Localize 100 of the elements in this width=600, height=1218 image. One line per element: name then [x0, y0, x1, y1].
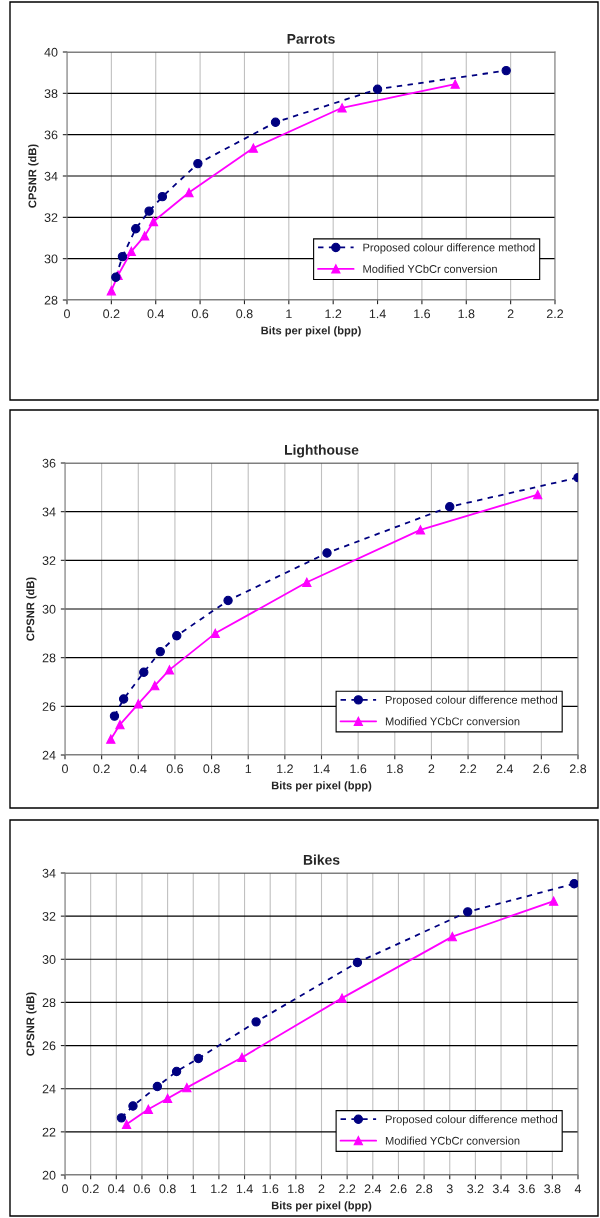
- x-tick-label: 0: [64, 309, 70, 319]
- x-tick-label: 0.8: [203, 764, 220, 774]
- legend-label: Modified YCbCr conversion: [385, 1136, 520, 1145]
- x-tick-label: 0.6: [133, 1184, 151, 1194]
- point: [128, 1101, 138, 1111]
- point: [182, 1082, 192, 1093]
- point: [171, 1066, 182, 1077]
- y-tick-label: 26: [42, 1041, 56, 1051]
- x-tick-label: 2.2: [339, 1184, 356, 1194]
- y-tick-label: 34: [42, 868, 56, 878]
- y-tick-label: 36: [44, 130, 58, 140]
- point: [463, 907, 473, 917]
- x-tick-label: 3.2: [467, 1184, 484, 1194]
- point: [152, 1081, 163, 1092]
- x-tick-label: 2.6: [533, 764, 550, 774]
- point: [337, 993, 347, 1003]
- point: [352, 957, 363, 968]
- legend-label: Modified YCbCr conversion: [385, 717, 520, 726]
- x-tick-label: 3.4: [492, 1184, 510, 1194]
- x-tick-label: 2: [428, 764, 435, 774]
- point: [415, 525, 426, 535]
- x-tick-label: 2.4: [364, 1184, 382, 1194]
- y-tick-label: 32: [42, 556, 56, 565]
- point: [210, 628, 220, 639]
- y-tick-label: 28: [44, 295, 58, 305]
- x-tick-label: 1: [245, 764, 252, 774]
- y-tick-label: 24: [42, 750, 56, 760]
- point: [126, 246, 137, 257]
- point: [223, 595, 233, 606]
- x-tick-label: 1.2: [211, 1184, 227, 1194]
- y-tick-label: 38: [44, 89, 58, 98]
- x-tick-label: 2.4: [496, 764, 514, 774]
- y-tick-label: 20: [42, 1170, 56, 1180]
- point: [148, 216, 159, 227]
- x-tick-label: 0.4: [147, 309, 165, 319]
- point: [162, 1093, 173, 1104]
- point: [144, 206, 154, 216]
- x-tick-label: 0.8: [236, 309, 253, 319]
- point: [569, 879, 578, 889]
- x-tick-label: 0.2: [93, 764, 110, 774]
- x-tick-label: 0.2: [103, 309, 120, 319]
- point: [157, 191, 168, 202]
- point: [155, 646, 165, 657]
- point: [121, 1119, 132, 1129]
- y-tick-label: 40: [44, 47, 58, 57]
- x-tick-label: 1.6: [262, 1184, 279, 1194]
- point: [115, 719, 125, 730]
- point: [139, 667, 149, 677]
- x-tick-label: 2.2: [546, 309, 564, 319]
- x-tick-label: 1.4: [313, 764, 330, 774]
- y-tick-label: 30: [44, 254, 58, 264]
- x-tick-label: 2.2: [460, 764, 477, 774]
- y-tick-label: 32: [44, 213, 58, 222]
- x-tick-label: 1.8: [458, 309, 475, 319]
- x-tick-label: 1.2: [325, 309, 342, 319]
- chart-title: Bikes: [303, 854, 340, 865]
- x-tick-label: 1: [190, 1184, 197, 1194]
- chart-title: Parrots: [287, 34, 335, 44]
- point: [302, 577, 312, 587]
- x-axis-title: Bits per pixel (bpp): [271, 1201, 372, 1212]
- point: [237, 1052, 247, 1063]
- x-tick-label: 1.6: [414, 309, 431, 319]
- x-tick-label: 1.4: [236, 1184, 253, 1194]
- point: [164, 665, 175, 675]
- y-axis-title: CPSNR (dB): [26, 577, 37, 641]
- x-tick-label: 1.8: [387, 764, 403, 774]
- point: [133, 699, 143, 709]
- y-tick-label: 30: [42, 955, 56, 964]
- point: [139, 231, 150, 241]
- point: [248, 143, 259, 153]
- x-axis-title: Bits per pixel (bpp): [261, 326, 361, 337]
- point: [322, 548, 332, 558]
- point: [150, 680, 160, 691]
- x-tick-label: 2.8: [416, 1184, 433, 1194]
- y-tick-label: 30: [42, 604, 56, 614]
- legend-label: Proposed colour difference method: [385, 695, 558, 707]
- x-tick-label: 3.6: [518, 1184, 535, 1194]
- x-tick-label: 1.4: [369, 309, 386, 319]
- x-tick-label: 2.8: [569, 764, 587, 774]
- y-tick-label: 26: [42, 702, 56, 711]
- x-axis-title: Bits per pixel (bpp): [271, 781, 372, 792]
- point: [106, 734, 116, 744]
- y-tick-label: 34: [42, 507, 56, 517]
- point: [270, 117, 281, 127]
- x-tick-label: 0: [62, 1184, 68, 1194]
- x-tick-label: 0.4: [108, 1184, 125, 1194]
- point: [193, 158, 203, 169]
- point: [445, 502, 455, 512]
- x-tick-label: 1: [286, 309, 292, 319]
- y-tick-label: 32: [42, 911, 56, 921]
- point: [172, 631, 182, 641]
- x-tick-label: 1.6: [350, 764, 367, 774]
- chart-title: Lighthouse: [285, 444, 359, 458]
- x-tick-label: 1.2: [277, 764, 293, 774]
- point: [337, 103, 347, 113]
- point: [118, 694, 129, 704]
- point: [450, 79, 460, 89]
- x-tick-label: 3.8: [544, 1184, 561, 1194]
- point: [447, 931, 457, 942]
- x-tick-label: 0.4: [130, 764, 147, 774]
